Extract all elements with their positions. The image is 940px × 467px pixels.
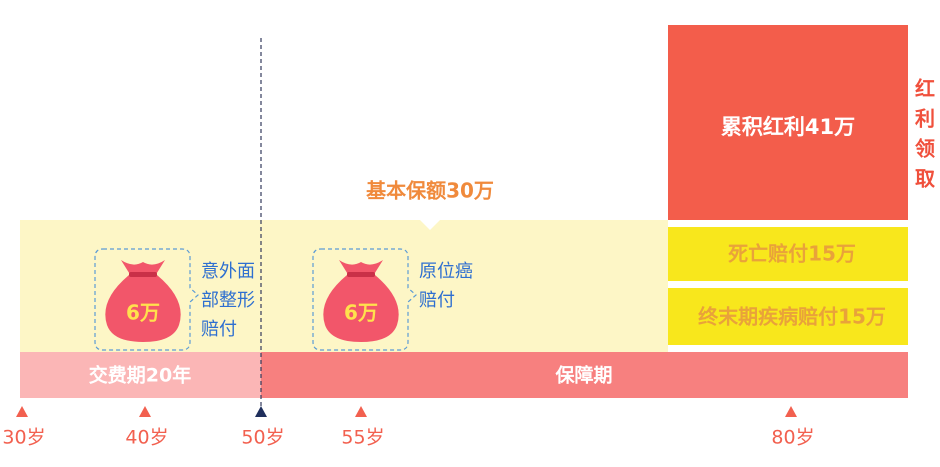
bonus-block [668, 25, 908, 220]
age-marker [139, 406, 151, 417]
money-bag [105, 275, 181, 342]
coverage-phase [261, 352, 908, 398]
payout-label: 死亡赔付15万 [728, 242, 856, 266]
bag-text: 赔付 [201, 319, 237, 340]
notch [420, 220, 440, 230]
base-label: 基本保额30万 [366, 179, 494, 203]
phase-label: 交费期20年 [89, 364, 191, 387]
phase-label: 保障期 [554, 364, 612, 387]
side-char: 利 [915, 107, 935, 131]
bag-text: 原位癌 [419, 261, 473, 282]
age-marker [16, 406, 28, 417]
age-label: 50岁 [241, 427, 284, 449]
bag-tie [129, 272, 157, 277]
age-label: 30岁 [2, 427, 45, 449]
bag-text: 部整形 [201, 290, 255, 311]
bag-tie [347, 272, 375, 277]
side-char: 红 [915, 77, 935, 101]
payout-box [668, 227, 908, 281]
age-label: 80岁 [771, 427, 814, 449]
payment-phase [20, 352, 261, 398]
bag-text: 赔付 [419, 290, 455, 311]
age-marker [255, 406, 267, 417]
age-marker [785, 406, 797, 417]
bag-amount: 6万 [126, 301, 160, 325]
money-bag [323, 275, 399, 342]
bag-text: 意外面 [201, 261, 255, 282]
side-char: 领 [915, 137, 935, 161]
age-label: 55岁 [341, 427, 384, 449]
bag-amount: 6万 [344, 301, 378, 325]
bonus-label: 累积红利41万 [721, 115, 855, 139]
age-label: 40岁 [125, 427, 168, 449]
age-marker [355, 406, 367, 417]
side-char: 取 [915, 167, 935, 191]
payout-box [668, 288, 908, 345]
payout-label: 终末期疾病赔付15万 [698, 305, 886, 329]
